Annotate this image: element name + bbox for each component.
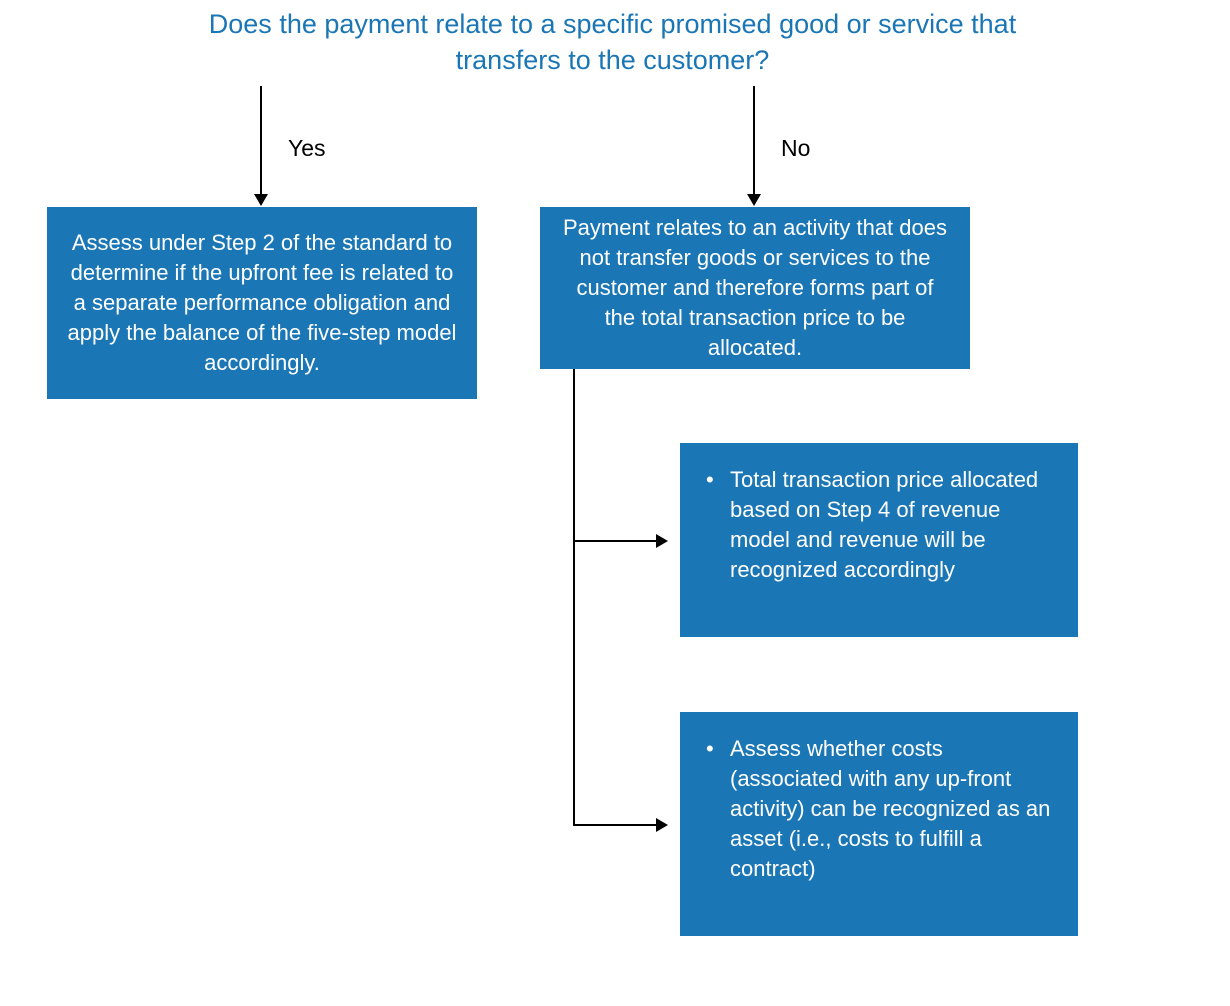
no-arrow-line [753, 86, 755, 196]
yes-arrow-line [260, 86, 262, 196]
bullet-box-2: • Assess whether costs (associated with … [680, 712, 1078, 936]
yes-label: Yes [288, 135, 326, 162]
yes-arrow-head [254, 194, 268, 206]
bullet-1-text: Total transaction price allocated based … [730, 465, 1052, 585]
bullet-icon: • [706, 734, 714, 764]
no-outcome-text: Payment relates to an activity that does… [560, 213, 950, 363]
connector-horiz-2-head [656, 818, 668, 832]
connector-horiz-2 [573, 824, 658, 826]
yes-outcome-text: Assess under Step 2 of the standard to d… [67, 228, 457, 378]
bullet-icon: • [706, 465, 714, 495]
no-arrow-head [747, 194, 761, 206]
connector-horiz-1 [573, 540, 658, 542]
connector-vertical [573, 369, 575, 826]
connector-horiz-1-head [656, 534, 668, 548]
bullet-2-text: Assess whether costs (associated with an… [730, 734, 1052, 884]
no-outcome-box: Payment relates to an activity that does… [540, 207, 970, 369]
bullet-box-1: • Total transaction price allocated base… [680, 443, 1078, 637]
no-label: No [781, 135, 810, 162]
yes-outcome-box: Assess under Step 2 of the standard to d… [47, 207, 477, 399]
flowchart-title: Does the payment relate to a specific pr… [170, 6, 1055, 78]
